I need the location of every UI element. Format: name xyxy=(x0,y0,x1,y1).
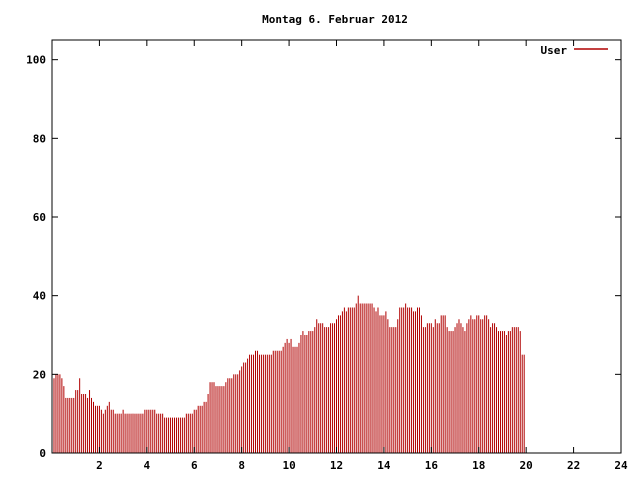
y-tick-label: 40 xyxy=(33,290,46,303)
x-tick-label: 24 xyxy=(614,459,628,472)
x-tick-label: 2 xyxy=(96,459,103,472)
x-tick-label: 10 xyxy=(282,459,295,472)
x-tick-label: 4 xyxy=(144,459,151,472)
legend: User xyxy=(541,44,608,57)
x-tick-label: 14 xyxy=(377,459,391,472)
chart-title: Montag 6. Februar 2012 xyxy=(262,13,408,26)
y-tick-label: 80 xyxy=(33,132,46,145)
x-tick-label: 22 xyxy=(567,459,580,472)
y-tick-label: 20 xyxy=(33,368,46,381)
x-tick-label: 12 xyxy=(330,459,343,472)
y-tick-label: 60 xyxy=(33,211,46,224)
y-tick-label: 100 xyxy=(26,54,46,67)
x-tick-label: 20 xyxy=(520,459,533,472)
y-tick-label: 0 xyxy=(39,447,46,460)
bars-group xyxy=(51,295,525,453)
x-tick-label: 18 xyxy=(472,459,485,472)
legend-label-user: User xyxy=(541,44,568,57)
x-tick-label: 6 xyxy=(191,459,198,472)
x-tick-label: 8 xyxy=(238,459,245,472)
x-tick-label: 16 xyxy=(425,459,439,472)
